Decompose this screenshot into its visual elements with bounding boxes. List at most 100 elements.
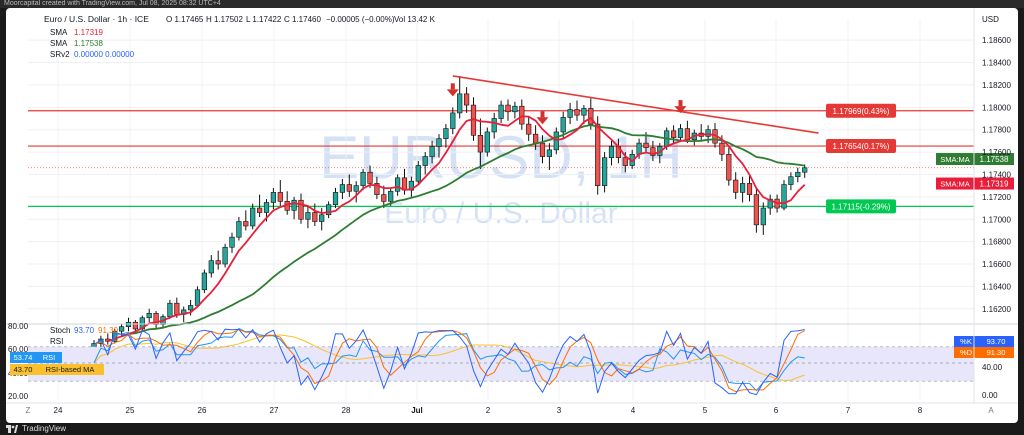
candle-up [512,105,518,113]
candle-up [636,142,642,155]
down-arrow-icon[interactable] [446,89,459,97]
price-labels[interactable]: 1.17969(0.43%) 1.17654(0.17%) 1.17115(-0.2… [826,103,1014,214]
down-arrow-icon[interactable] [536,117,549,125]
x-tick-label: 3 [557,406,562,415]
candle-down [719,142,725,155]
candle-up [388,190,394,202]
candle-up [208,260,214,274]
candle-up [291,199,297,211]
rsi-legend-name: RSI [50,337,63,346]
sma-slow-line [121,124,805,338]
down-arrow-icon[interactable] [678,100,683,107]
candle-up [146,312,152,319]
currency-label: USD [982,15,999,24]
ohlc-high: H 1.17502 [206,15,243,24]
candle-up [546,149,552,157]
rsi-badge-label-box [36,352,62,363]
candle-up [222,246,228,265]
y-tick-label: 1.16600 [982,260,1011,269]
drawings[interactable] [446,75,819,134]
x-tick-label: 4 [631,406,636,415]
tradingview-logo-icon [6,425,18,433]
y-tick-label: 1.16200 [982,305,1011,314]
stoch-k-badge-tag: %K [960,337,972,346]
osc-right-tick-label: 0.00 [982,391,998,400]
support-price-label-box[interactable] [826,199,896,214]
candle-up [194,289,201,306]
x-tick-label: 26 [198,406,207,415]
stoch-k-line [93,328,805,396]
candle-down [312,212,318,222]
resistance-price-label: 1.17969(0.43%) [833,107,890,116]
candle-up [450,112,456,129]
candle-down [477,134,484,153]
moving-averages [107,115,806,343]
oscillator-pane[interactable]: 80.0060.0040.0020.0040.000.00Stoch93.709… [6,322,1018,401]
osc-right-tick-label: 40.00 [982,363,1003,372]
stoch-band [28,346,974,382]
candle-up [601,157,608,186]
x-tick-label: 28 [342,406,351,415]
x-tick-label: 7 [846,406,851,415]
candle-up [188,305,194,311]
rsi-ma-badge-label: RSI-based MA [46,365,95,374]
candle-down [257,207,263,213]
candle-down [622,157,628,166]
support-price-label: 1.17115(-0.29%) [832,202,891,211]
candle-up [739,183,746,193]
candle-down [726,154,732,181]
y-tick-label: 1.18600 [982,36,1011,45]
rsi-ma-badge-label-box [36,364,104,375]
candle-up [788,176,794,185]
candle-up [339,184,346,193]
volume: Vol 13.42 K [394,15,436,24]
candle-down [532,133,539,144]
candle-down [215,260,221,265]
candle-down [277,192,283,202]
resistance-price-label-box[interactable] [826,103,896,118]
candle-up [560,117,566,133]
indicator-sma-fast-name: SMA [50,28,68,37]
trendline[interactable] [452,75,819,134]
indicator-srv2-name: SRv2 [50,50,70,59]
x-tick-label: 5 [703,406,708,415]
x-tick-label: 6 [774,406,779,415]
candle-down [650,147,656,156]
candle-down [367,171,373,184]
axes: 24 25 26 27 28 Jul 2 3 4 5 6 7 8 Z A 1.18600 1.18400 1.18… [6,8,1018,415]
indicator-sma-fast-value: 1.17319 [74,28,103,37]
candle-down [595,123,601,186]
x-axis-end-label: A [988,406,994,415]
candle-up [581,108,587,116]
candle-up [201,272,208,291]
candle-up [781,184,787,209]
y-tick-label: 1.17800 [982,126,1011,135]
candle-up [319,214,325,222]
y-tick-label: 1.18000 [982,103,1011,112]
y-tick-label: 1.17000 [982,215,1011,224]
candles [91,75,808,354]
candle-up [167,302,173,317]
y-tick-label: 1.17400 [982,170,1011,179]
indicator-sma-slow-value: 1.17538 [74,39,103,48]
down-arrow-icon[interactable] [674,106,687,114]
stoch-legend-k: 93.70 [74,326,95,335]
rsi-ma-line [93,334,805,382]
price-chart[interactable]: EURUSD, 1H Euro / U.S. Dollar 1.17969(0.… [6,8,1018,423]
candle-down [643,142,649,148]
x-tick-label: 27 [270,406,279,415]
chart-panel[interactable]: EURUSD, 1H Euro / U.S. Dollar 1.17969(0.… [6,8,1018,423]
sma-badge-value: 1.17538 [980,155,1009,164]
candle-up [677,128,684,138]
down-arrow-icon[interactable] [540,111,545,118]
sma-badge-value-box [974,153,1014,166]
down-arrow-icon[interactable] [450,83,455,90]
candle-down [132,321,138,330]
resistance-price-label-box[interactable] [826,139,896,154]
osc-y-tick-label: 60.00 [8,345,29,354]
rsi-ma-badge-box [10,364,36,375]
candle-up [353,185,359,192]
candle-up [325,204,332,216]
candle-down [374,183,380,195]
indicator-sma-slow-name: SMA [50,39,68,48]
